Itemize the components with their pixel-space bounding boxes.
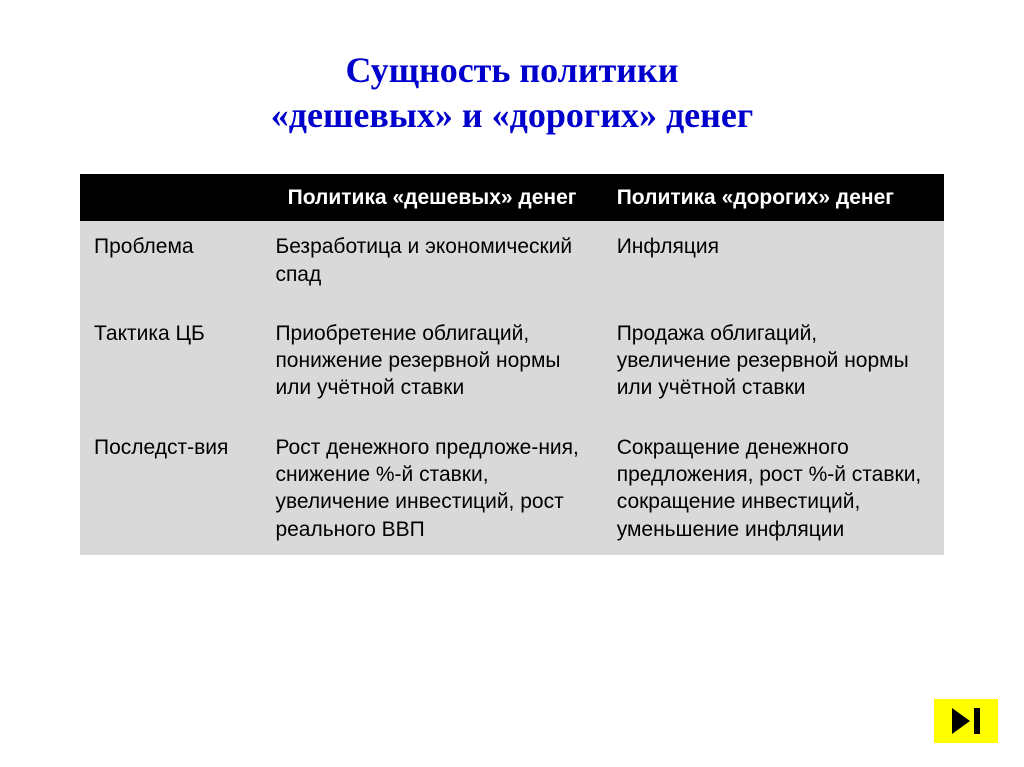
label-tactic: Тактика ЦБ [80,312,261,404]
row-tactic: Тактика ЦБ Приобретение облигаций, пониж… [80,312,944,404]
slide: Сущность политики «дешевых» и «дорогих» … [0,0,1024,767]
label-problem: Проблема [80,221,261,290]
dear-problem: Инфляция [603,221,944,290]
cheap-problem: Безработица и экономический спад [261,221,602,290]
header-empty [80,174,261,221]
row-consequence: Последст-вия Рост денежного предложе-ния… [80,426,944,555]
slide-title: Сущность политики «дешевых» и «дорогих» … [80,48,944,138]
header-cheap: Политика «дешевых» денег [261,174,602,221]
dear-tactic: Продажа облигаций, увеличение резервной … [603,312,944,404]
row-gap-2 [80,404,944,426]
dear-consequence: Сокращение денежного предложения, рост %… [603,426,944,555]
title-line-1: Сущность политики [345,50,678,90]
label-consequence: Последст-вия [80,426,261,555]
cheap-consequence: Рост денежного предложе-ния, снижение %-… [261,426,602,555]
title-line-2: «дешевых» и «дорогих» денег [271,95,753,135]
row-problem: Проблема Безработица и экономический спа… [80,221,944,290]
cheap-tactic: Приобретение облигаций, понижение резерв… [261,312,602,404]
header-dear: Политика «дорогих» денег [603,174,944,221]
arrow-right-end-icon [948,706,984,736]
next-slide-button[interactable] [934,699,998,743]
comparison-table: Политика «дешевых» денег Политика «дорог… [80,174,944,555]
row-gap-1 [80,290,944,312]
table-header-row: Политика «дешевых» денег Политика «дорог… [80,174,944,221]
